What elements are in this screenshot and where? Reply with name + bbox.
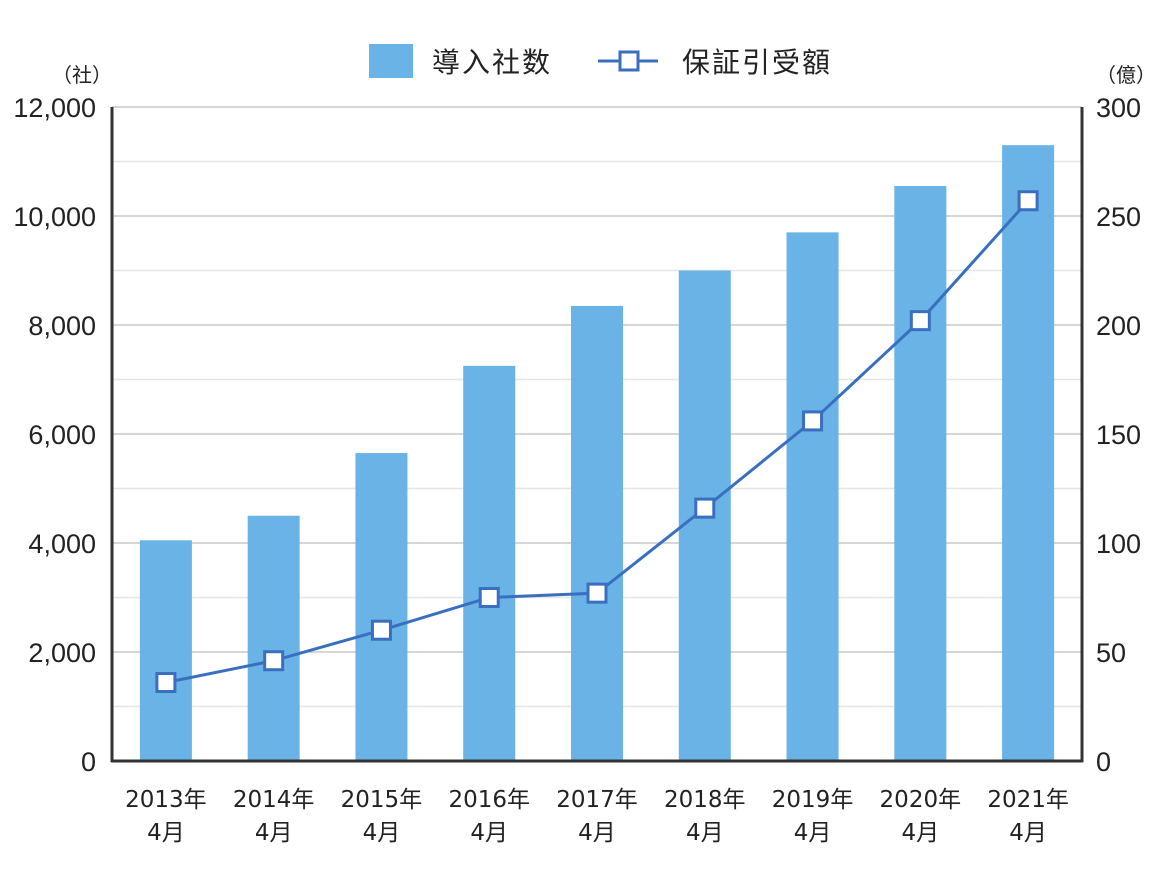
left-tick-label: 6,000	[28, 420, 96, 450]
left-tick-label: 4,000	[28, 529, 96, 559]
legend-bar-label: 導入社数	[432, 46, 552, 79]
category-label: 2020年	[880, 787, 962, 813]
bar	[894, 186, 947, 761]
right-tick-label: 300	[1096, 93, 1141, 123]
category-label: 2015年	[341, 787, 423, 813]
right-tick-label: 50	[1096, 638, 1126, 668]
bar	[247, 515, 300, 761]
line-point	[802, 410, 824, 432]
line-series	[155, 190, 1039, 694]
legend-line-marker	[618, 50, 640, 72]
right-tick-label: 200	[1096, 311, 1141, 341]
line-point	[1017, 190, 1039, 212]
left-tick-label: 8,000	[28, 311, 96, 341]
line-point	[586, 582, 608, 604]
legend-line-label: 保証引受額	[682, 46, 832, 79]
category-label: 2018年	[664, 787, 746, 813]
right-axis-unit: （億）	[1096, 63, 1156, 87]
line-point	[909, 310, 931, 332]
legend-bar-swatch	[369, 44, 413, 78]
category-label: 4月	[686, 820, 724, 846]
left-tick-label: 10,000	[13, 202, 96, 232]
category-label: 2014年	[233, 787, 315, 813]
category-label: 4月	[147, 820, 185, 846]
bar-series	[139, 145, 1055, 762]
right-tick-label: 0	[1096, 747, 1111, 777]
left-axis-unit: （社）	[52, 63, 112, 87]
line-point	[155, 672, 177, 694]
bar	[571, 305, 623, 761]
category-label: 4月	[902, 820, 940, 846]
right-tick-label: 150	[1096, 420, 1141, 450]
line-point	[694, 497, 716, 519]
bar	[355, 453, 408, 761]
legend: 導入社数 保証引受額	[369, 44, 832, 79]
category-label: 4月	[255, 820, 293, 846]
category-label: 4月	[363, 820, 401, 846]
right-tick-label: 250	[1096, 202, 1141, 232]
category-label: 2017年	[556, 787, 638, 813]
axes: 0 2,000 4,000 6,000 8,000 10,000 12,000 0 50 100 1…	[13, 93, 1141, 846]
category-label: 2013年	[125, 787, 207, 813]
category-label: 4月	[578, 820, 616, 846]
bar	[786, 232, 839, 762]
line-point	[478, 587, 500, 608]
left-tick-label: 2,000	[28, 638, 96, 668]
category-label: 2016年	[448, 787, 530, 813]
bar	[1002, 145, 1055, 761]
category-label: 4月	[1009, 820, 1047, 846]
category-label: 4月	[470, 820, 508, 846]
line-point	[263, 650, 285, 672]
left-tick-label: 0	[81, 747, 96, 777]
bar	[463, 365, 516, 761]
category-label: 2019年	[772, 787, 854, 813]
right-tick-label: 100	[1096, 529, 1141, 559]
bar	[139, 540, 192, 761]
category-label: 2021年	[987, 787, 1069, 813]
category-label: 4月	[794, 820, 832, 846]
left-tick-label: 12,000	[13, 93, 96, 123]
line-point	[370, 619, 392, 641]
